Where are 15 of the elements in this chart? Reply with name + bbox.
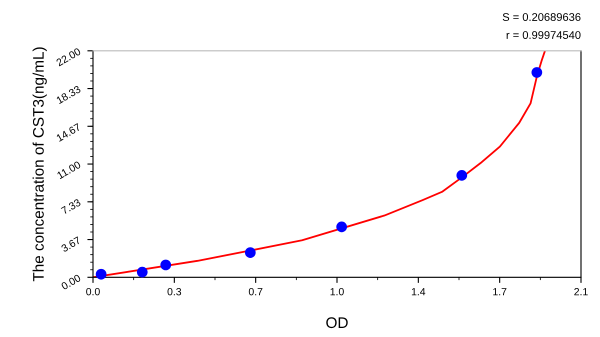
text: S = 0.20689636	[502, 13, 581, 21]
text: r = 0.99974540	[506, 31, 581, 39]
y-tick-label: 0.00	[60, 274, 82, 290]
y-axis-title: The concentration of CST3(ng/mL)	[32, 47, 47, 282]
x-tick-label: 0.3	[168, 288, 182, 296]
x-tick-label: 1.0	[330, 288, 344, 296]
y-tick-label: 11.00	[56, 160, 82, 180]
x-tick-label: 2.1	[574, 288, 588, 296]
y-tick-label: 3.67	[60, 236, 82, 252]
x-tick-label: 1.7	[493, 288, 506, 296]
x-tick-label: 0.7	[248, 288, 262, 296]
x-tick-label: 0.0	[86, 288, 100, 296]
x-axis-title: OD	[326, 317, 348, 328]
y-tick-label: 7.33	[60, 198, 82, 215]
x-tick-label: 1.4	[412, 288, 426, 296]
